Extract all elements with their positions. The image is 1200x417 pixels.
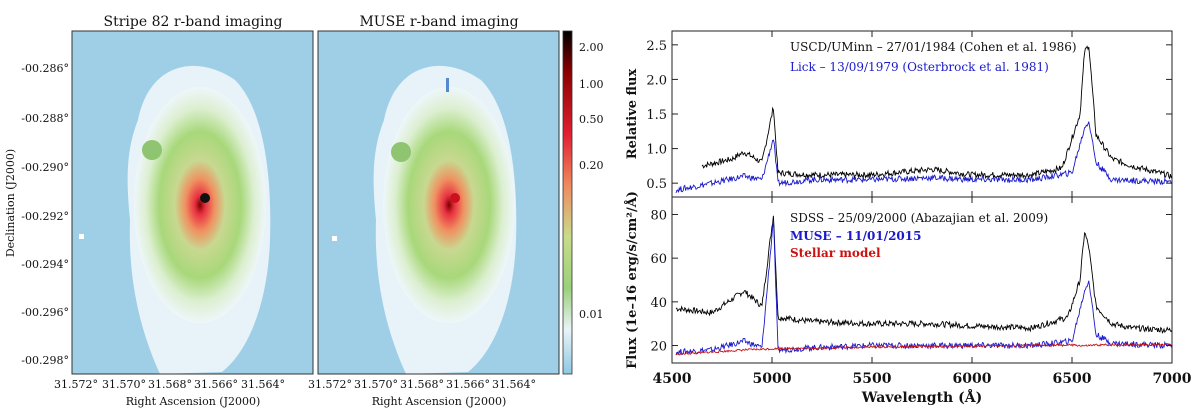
colorbar-tick: 2.00 <box>579 41 604 54</box>
bottom-series-2 <box>675 220 1172 356</box>
top-y-tick-label: 2.5 <box>646 39 667 54</box>
bottom-series-3 <box>675 342 1172 356</box>
top-y-tick-label: 0.5 <box>646 177 667 192</box>
colorbar-tick: 0.50 <box>579 113 604 126</box>
bottom-y-tick-label: 80 <box>650 208 667 223</box>
ra-tick-label: 31.566° <box>446 378 490 391</box>
bottom-spectrum-frame <box>671 196 1173 364</box>
muse-image <box>318 31 559 374</box>
legend-muse: MUSE – 11/01/2015 <box>790 229 921 243</box>
ra-tick-label: 31.570° <box>102 378 146 391</box>
x-tick-label: 5000 <box>753 371 792 387</box>
ra-tick-label: 31.572° <box>308 378 352 391</box>
x-tick-label: 7000 <box>1153 371 1192 387</box>
ra-tick-label: 31.564° <box>492 378 536 391</box>
top-spectrum-series <box>675 45 1172 194</box>
legend-uscd: USCD/UMinn – 27/01/1984 (Cohen et al. 19… <box>790 40 1077 54</box>
colorbar-tick: 0.20 <box>579 159 604 172</box>
x-axis-label: Wavelength (Å) <box>861 388 982 406</box>
bottom-y-tick-label: 20 <box>650 340 667 355</box>
stripe82-image <box>72 31 313 374</box>
ra-tick-label: 31.564° <box>241 378 285 391</box>
x-tick-label: 6500 <box>1053 371 1092 387</box>
ra-tick-label: 31.568° <box>400 378 444 391</box>
ra-axis-label: Right Ascension (J2000) <box>126 395 261 408</box>
legend-sdss: SDSS – 25/09/2000 (Abazajian et al. 2009… <box>790 211 1048 225</box>
legend-stellar-model: Stellar model <box>790 246 881 260</box>
top-y-tick-label: 1.0 <box>646 143 667 158</box>
dec-tick-label: -00.294° <box>21 258 69 271</box>
stripe82-frame <box>71 30 314 375</box>
bottom-spectrum-series <box>675 215 1172 356</box>
dec-tick-label: -00.296° <box>21 306 69 319</box>
dec-tick-label: -00.288° <box>21 112 69 125</box>
colorbar-tick: 1.00 <box>579 78 604 91</box>
ra-axis-label: Right Ascension (J2000) <box>372 395 507 408</box>
bottom-y-tick-label: 40 <box>650 296 667 311</box>
top-y-tick-label: 2.0 <box>646 73 667 88</box>
top-series-1 <box>701 45 1172 180</box>
top-spectrum-frame <box>671 30 1173 198</box>
colorbar <box>562 30 573 375</box>
x-tick-label: 6000 <box>953 371 992 387</box>
ra-tick-label: 31.570° <box>354 378 398 391</box>
x-tick-label: 4500 <box>653 371 692 387</box>
ra-tick-label: 31.566° <box>194 378 238 391</box>
ra-tick-label: 31.572° <box>54 378 98 391</box>
bottom-y-ticks: 20 40 60 80 <box>650 208 1172 355</box>
top-y-axis-label: Relative flux <box>625 69 640 160</box>
bottom-series-1 <box>675 215 1172 334</box>
top-y-ticks: 0.5 1.0 1.5 2.0 2.5 <box>646 39 1172 192</box>
dec-tick-label: -00.286° <box>21 62 69 75</box>
x-tick-label: 5500 <box>853 371 892 387</box>
bottom-y-axis-label: Flux (1e–16 erg/s/cm²/Å) <box>624 191 640 369</box>
panel-title-muse: MUSE r-band imaging <box>359 14 518 30</box>
top-y-tick-label: 1.5 <box>646 108 667 123</box>
muse-frame <box>317 30 560 375</box>
dec-tick-label: -00.298° <box>21 354 69 367</box>
panel-title-stripe82: Stripe 82 r-band imaging <box>103 14 282 30</box>
bottom-y-tick-label: 60 <box>650 252 667 267</box>
ra-tick-label: 31.568° <box>148 378 192 391</box>
colorbar-tick: 0.01 <box>579 308 604 321</box>
x-ticks: 4500 5000 5500 6000 6500 7000 <box>653 31 1192 387</box>
legend-lick: Lick – 13/09/1979 (Osterbrock et al. 198… <box>790 60 1049 74</box>
top-series-2 <box>675 121 1172 194</box>
dec-tick-label: -00.292° <box>21 210 69 223</box>
dec-axis-label: Declination (J2000) <box>4 149 17 257</box>
dec-tick-label: -00.290° <box>21 161 69 174</box>
